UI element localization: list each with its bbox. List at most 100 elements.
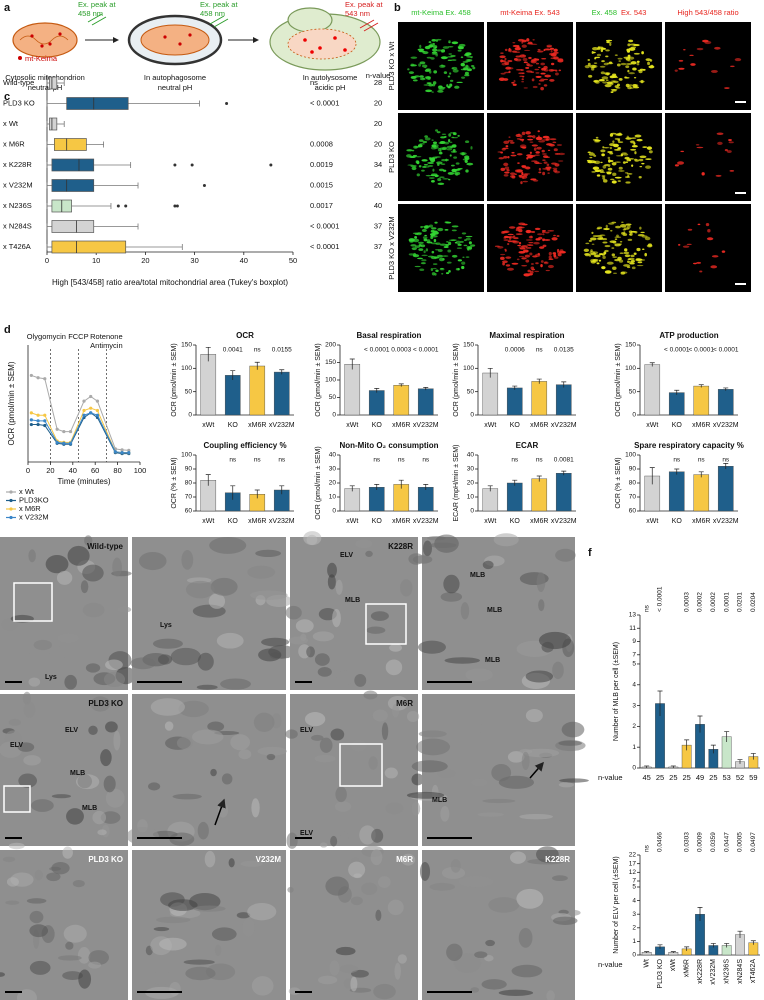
signal (611, 162, 617, 166)
signal (543, 261, 549, 265)
tile-label: ELV (65, 727, 78, 734)
signal (627, 238, 633, 241)
signal (425, 89, 433, 93)
signal (618, 170, 625, 172)
error-bar (710, 744, 716, 754)
signal (606, 81, 613, 85)
signal (705, 223, 710, 227)
column-header-part: mt-Keima Ex. 458 (411, 8, 471, 17)
n-value: 20 (374, 119, 382, 128)
signal (522, 180, 528, 183)
signal (553, 168, 558, 173)
tile-label: Lys (160, 622, 172, 629)
signal (593, 254, 601, 258)
signal (530, 178, 537, 181)
signal (715, 174, 722, 177)
signal (525, 131, 531, 135)
excitation-label: 458 nm (200, 9, 225, 18)
signal (451, 164, 455, 167)
signal (410, 63, 415, 67)
legend-marker (9, 498, 13, 503)
y-tick-label: 150 (463, 342, 474, 349)
p-value: ns (643, 844, 650, 852)
error-bar (374, 484, 380, 490)
signal (604, 244, 611, 248)
signal (543, 161, 548, 164)
signal (535, 238, 541, 241)
y-tick-label: 11 (629, 625, 636, 632)
signal (515, 233, 523, 236)
error-bar (684, 739, 690, 751)
em-texture (335, 579, 343, 595)
signal (623, 251, 630, 255)
signal (517, 162, 520, 165)
signal (513, 237, 519, 240)
em-texture (138, 551, 167, 571)
x-tick-label: 0 (45, 256, 49, 265)
signal (583, 248, 590, 253)
signal (616, 133, 623, 136)
signal (453, 132, 457, 136)
em-texture (381, 722, 389, 741)
point (89, 411, 93, 415)
p-value: 0.0006 (505, 347, 525, 354)
signal (444, 135, 447, 138)
em-texture (541, 641, 554, 653)
tile-label: MLB (485, 657, 500, 664)
p-value: 0.0204 (750, 592, 757, 612)
signal (507, 233, 514, 236)
p-value: 0.0019 (310, 160, 333, 169)
p-value: 0.0466 (657, 832, 664, 852)
x-tick-label: 50 (289, 256, 297, 265)
signal (447, 56, 453, 58)
signal (459, 240, 464, 243)
signal (609, 42, 612, 46)
signal (628, 233, 632, 236)
signal (602, 146, 605, 149)
signal (627, 174, 630, 177)
outlier (173, 204, 177, 208)
y-tick-label: 4 (632, 897, 636, 904)
em-texture (176, 736, 193, 750)
signal (518, 241, 522, 245)
signal (553, 234, 556, 237)
em-texture (23, 755, 41, 766)
signal (424, 137, 431, 141)
n-value: 20 (374, 98, 382, 107)
signal (439, 176, 445, 178)
signal (504, 248, 507, 251)
em-texture (5, 900, 20, 905)
em-texture (28, 677, 41, 687)
signal (638, 158, 644, 162)
signal (606, 171, 612, 175)
signal (426, 82, 432, 84)
signal (434, 156, 441, 158)
signal (631, 164, 634, 167)
error-bar (674, 468, 680, 475)
signal (500, 72, 506, 75)
p-value: ns (722, 457, 730, 464)
y-tick-label: 30 (467, 466, 475, 473)
signal (592, 235, 598, 237)
signal (546, 46, 552, 48)
signal (451, 59, 457, 61)
em-texture (353, 873, 362, 879)
signal (548, 251, 552, 256)
em-texture (210, 577, 238, 596)
signal (530, 263, 534, 265)
signal (440, 163, 446, 165)
error-bar (698, 384, 704, 388)
panel-label: c (4, 91, 10, 103)
x-tick-label: xWt (202, 518, 214, 525)
signal (518, 72, 525, 75)
p-value: < 0.0001 (713, 347, 739, 354)
signal (529, 252, 533, 256)
signal (542, 231, 545, 234)
signal (624, 172, 629, 174)
y-tick-label: 9 (632, 638, 636, 645)
signal (461, 232, 467, 235)
em-texture (2, 856, 16, 863)
signal (459, 46, 463, 50)
tile-label: MLB (82, 805, 97, 812)
signal (500, 253, 506, 256)
